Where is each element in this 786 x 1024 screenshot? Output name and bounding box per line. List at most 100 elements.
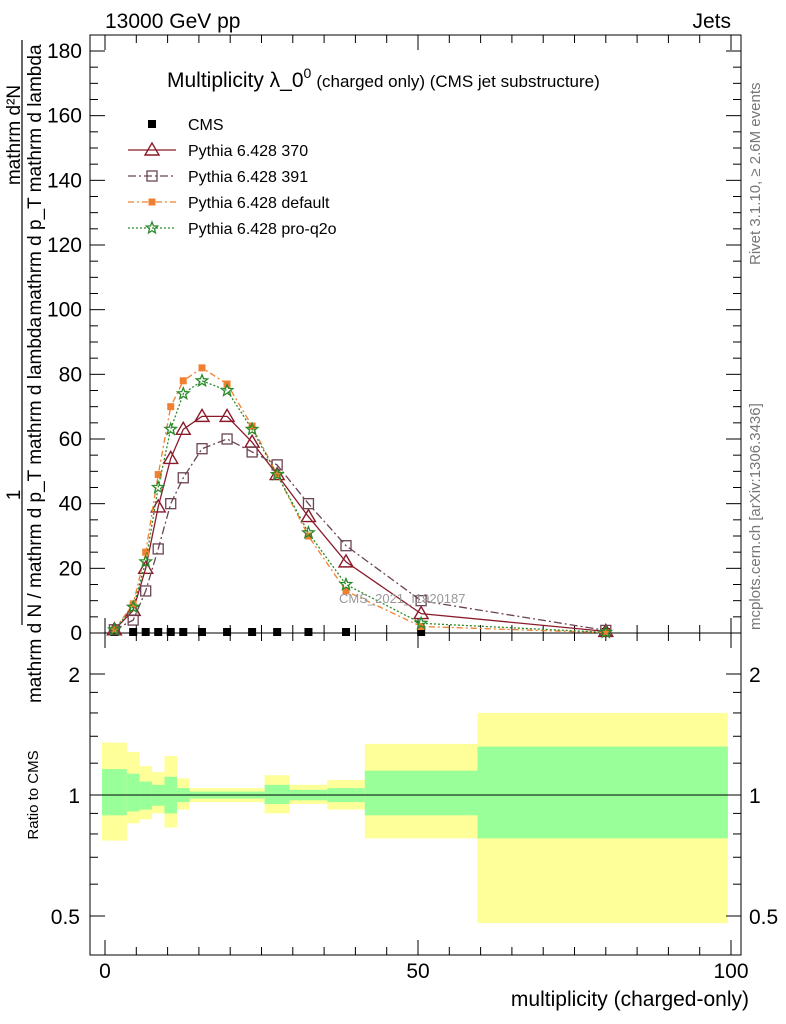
chart-title-sup: 0 [304,65,312,81]
ylabel-denominator: mathrm d p_T mathrm d lambda [25,44,46,315]
series-line-4 [113,380,606,634]
ratio-ytick-label: 2 [68,664,80,687]
cms-point-10 [304,628,313,636]
main-ylabel: 1 mathrm d N / mathrm d p_T mathrm d lam… [4,44,46,703]
series-3-point-3 [154,471,162,479]
series-2-point-6 [196,443,208,455]
legend-label-4: Pythia 6.428 pro-q2o [188,221,337,238]
series-1-point-11 [337,553,355,568]
series-4-point-5 [175,385,191,401]
header-left: 13000 GeV pp [105,10,240,33]
series-3-point-8 [248,422,256,430]
series-3-point-5 [179,377,187,385]
series-2-point-7 [221,433,233,445]
series-4-point-8 [244,421,260,436]
legend-marker-1 [143,141,161,156]
legend-label-3: Pythia 6.428 default [188,195,330,212]
series-4-point-1 [125,599,141,614]
series-2-point-3 [152,543,164,555]
cms-legend-marker [148,120,156,128]
header-right: Jets [692,10,731,33]
series-4-point-10 [300,525,316,540]
cms-point-5 [179,628,188,636]
ratio-inner-band-10 [364,770,478,816]
main-axis-ticks: 0 20 40 60 80 100 120 140 160 180 [47,35,741,645]
ylabel-one: 1 [4,490,25,501]
legend-label-2: Pythia 6.428 391 [188,169,308,186]
mcplots-label: mcplots.cern.ch [arXiv:1306.3436] [747,403,764,630]
ratio-ytick-label-right: 2 [749,664,761,687]
rivet-label: Rivet 3.1.10, ≥ 2.6M events [747,83,764,266]
ytick-label: 80 [59,363,82,386]
cms-point-11 [342,628,351,636]
series-2-point-4 [165,498,177,510]
series-4-point-6 [194,373,210,388]
series-2-point-1 [127,614,139,626]
ratio-inner-band-7 [264,784,290,804]
series-line-1 [113,415,606,633]
series-2-point-2 [140,585,152,597]
cms-point-2 [141,628,150,636]
series-4-point-3 [150,479,166,494]
ytick-label: 120 [47,234,82,257]
series-4-point-0 [107,621,122,637]
legend-marker-3 [148,198,156,206]
xtick-label: 50 [406,960,429,983]
analysis-watermark: CMS_2021_I1920187 [339,591,466,606]
series-2-point-8 [246,446,258,458]
ratio-ytick-label: 0.5 [51,906,80,929]
series-4-point-9 [269,466,285,481]
series-4 [107,373,614,639]
series-3-point-4 [167,403,175,411]
ratio-bands [102,712,728,924]
series-4-point-11 [338,576,354,591]
series-3-point-2 [142,548,150,556]
series-1-point-10 [300,508,317,523]
series-2-point-5 [177,472,189,484]
series-4-point-2 [138,554,154,569]
ratio-inner-band-1 [126,773,140,812]
ratio-ytick-label: 1 [68,785,80,808]
series-4-point-4 [163,421,179,436]
series-4-point-13 [598,624,614,639]
series-1-point-4 [162,450,179,465]
cms-point-7 [223,628,232,636]
ytick-label: 160 [47,105,82,128]
series-3-point-13 [602,629,610,637]
cms-point-6 [198,628,207,636]
ylabel-first-line: mathrm d N / mathrm d p_T mathrm d lambd… [25,317,46,704]
chart-title-small: (charged only) (CMS jet substructure) [316,72,599,91]
ratio-inner-band-11 [477,746,728,839]
ylabel-numerator: mathrm d²N [4,85,25,185]
legend-marker-2 [146,170,158,182]
ytick-label: 180 [47,40,82,63]
series-2-point-11 [340,540,352,552]
series-1-point-6 [193,407,211,423]
cms-point-3 [154,628,163,636]
ytick-label: 60 [59,428,82,451]
ytick-label: 20 [59,557,82,580]
ratio-ytick-label-right: 0.5 [749,906,778,929]
xtick-label: 0 [99,960,111,983]
legend: CMS Pythia 6.428 370 Pythia 6.428 391 Pythi… [128,117,337,238]
series-2-point-12 [415,595,427,607]
ratio-axis-ticks: 0.5 0.5 1 1 2 2 0 50 100 [51,633,778,983]
legend-label-1: Pythia 6.428 370 [188,143,308,160]
legend-marker-4 [144,220,160,235]
series-3-point-11 [342,587,350,595]
series-3-point-6 [198,364,206,372]
series-4-point-12 [413,615,429,630]
ratio-inner-band-0 [102,769,127,816]
ytick-label: 100 [47,299,82,322]
ratio-panel-frame [89,632,742,956]
cms-point-9 [273,628,282,636]
series-line-3 [113,367,606,634]
cms-point-4 [166,628,175,636]
ytick-label: 40 [59,493,82,516]
cms-point-8 [248,628,257,636]
series-layer [106,364,615,639]
xtick-label: 100 [713,960,748,983]
xlabel: multiplicity (charged-only) [511,988,749,1011]
legend-label-0: CMS [188,117,224,134]
